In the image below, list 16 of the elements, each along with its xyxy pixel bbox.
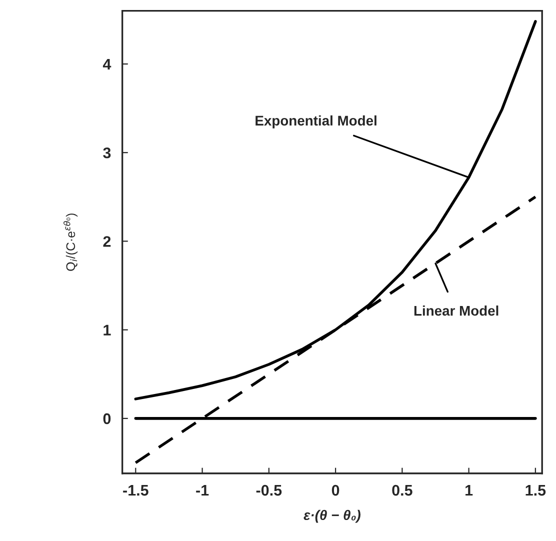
x-axis-title: ε·(θ − θ₀) [304, 510, 360, 523]
y-tick-label: 4 [102, 59, 112, 70]
x-tick-label: 0 [332, 484, 340, 496]
y-tick-label: 3 [103, 147, 111, 158]
y-tick-label: 0 [103, 413, 111, 424]
y-tick-label: 1 [104, 324, 111, 336]
x-tick-label: 1 [466, 485, 473, 496]
x-tick-label: -0.5 [256, 484, 282, 496]
y-tick-label: 2 [103, 236, 111, 247]
annotation: Linear Model [414, 306, 498, 316]
annotation: Exponential Model [256, 115, 376, 128]
y-axis-title: Q$_{i}$/(C·e$^{εθ₀}$) [63, 214, 78, 271]
x-tick-label: -1 [196, 485, 209, 496]
x-tick-label: -1.5 [123, 485, 148, 496]
x-tick-label: 1.5 [526, 485, 546, 496]
x-tick-label: 0.5 [392, 484, 412, 496]
